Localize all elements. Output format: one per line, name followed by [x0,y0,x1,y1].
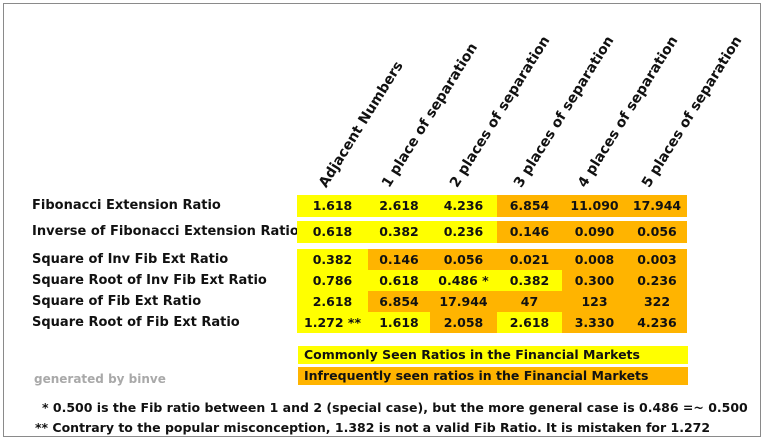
row-label: Square Root of Fib Ext Ratio [32,315,240,330]
ratio-cell: 2.058 [430,312,497,333]
ratio-cell: 322 [627,291,687,312]
ratio-cell: 0.003 [627,249,687,270]
ratio-cell: 0.300 [562,270,627,291]
ratio-cell: 0.236 [430,221,497,243]
ratio-cell: 0.021 [497,249,562,270]
ratio-cell: 17.944 [430,291,497,312]
credit-text: generated by binve [34,372,166,386]
ratio-cell: 0.618 [297,221,368,243]
ratio-cell: 17.944 [627,195,687,217]
ratio-cell: 11.090 [562,195,627,217]
row-label: Inverse of Fibonacci Extension Ratio [32,224,299,239]
ratio-cell: 2.618 [368,195,430,217]
row-label: Fibonacci Extension Ratio [32,198,221,213]
ratio-cell: 0.786 [297,270,368,291]
ratio-cell: 0.146 [497,221,562,243]
ratio-cell: 0.056 [627,221,687,243]
ratio-cell: 0.008 [562,249,627,270]
ratio-cell: 0.236 [627,270,687,291]
legend-common: Commonly Seen Ratios in the Financial Ma… [298,346,688,364]
row-label: Square of Inv Fib Ext Ratio [32,252,229,267]
ratio-cell: 47 [497,291,562,312]
ratio-table-panel: Adjacent Numbers 1 place of separation 2 p… [3,3,761,437]
row-label: Square Root of Inv Fib Ext Ratio [32,273,267,288]
ratio-cell: 0.486 * [430,270,497,291]
row-label: Square of Fib Ext Ratio [32,294,202,309]
ratio-cell: 2.618 [497,312,562,333]
ratio-cell: 0.382 [497,270,562,291]
ratio-cell: 0.056 [430,249,497,270]
ratio-cell: 2.618 [297,291,368,312]
ratio-cell: 0.382 [368,221,430,243]
legend-infrequent: Infrequently seen ratios in the Financia… [298,367,688,385]
ratio-cell: 6.854 [497,195,562,217]
ratio-cell: 0.090 [562,221,627,243]
ratio-cell: 123 [562,291,627,312]
ratio-cell: 1.618 [368,312,430,333]
ratio-cell: 4.236 [627,312,687,333]
footnote-single: * 0.500 is the Fib ratio between 1 and 2… [42,400,748,415]
ratio-cell: 4.236 [430,195,497,217]
ratio-cell: 0.146 [368,249,430,270]
ratio-cell: 0.382 [297,249,368,270]
ratio-cell: 0.618 [368,270,430,291]
ratio-cell: 6.854 [368,291,430,312]
ratio-cell: 1.272 ** [297,312,368,333]
footnote-double: ** Contrary to the popular misconception… [35,420,711,435]
ratio-cell: 3.330 [562,312,627,333]
ratio-cell: 1.618 [297,195,368,217]
